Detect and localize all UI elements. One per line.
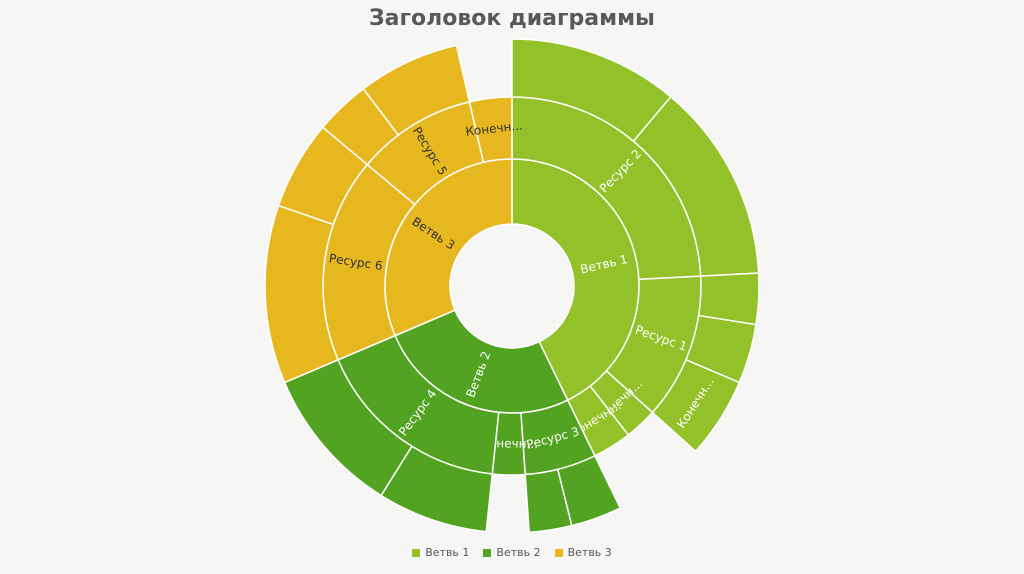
legend-label: Ветвь 1 (425, 546, 470, 559)
legend-label: Ветвь 2 (496, 546, 541, 559)
resource-segment (468, 96, 513, 164)
leaf-segment (362, 44, 471, 137)
legend-swatch (483, 548, 492, 557)
legend-item: Ветвь 3 (554, 546, 612, 559)
legend-item: Ветвь 1 (412, 546, 469, 559)
legend-swatch (554, 548, 563, 557)
legend-item: Ветвь 2 (483, 546, 541, 559)
leaf-segment (651, 358, 741, 453)
legend-swatch (412, 548, 421, 557)
segment-label: Конечн... (465, 118, 524, 138)
legend: Ветвь 1 Ветвь 2 Ветвь 3 (0, 546, 1024, 559)
legend-label: Ветвь 3 (567, 546, 612, 559)
chart-title: Заголовок диаграммы (369, 6, 655, 31)
